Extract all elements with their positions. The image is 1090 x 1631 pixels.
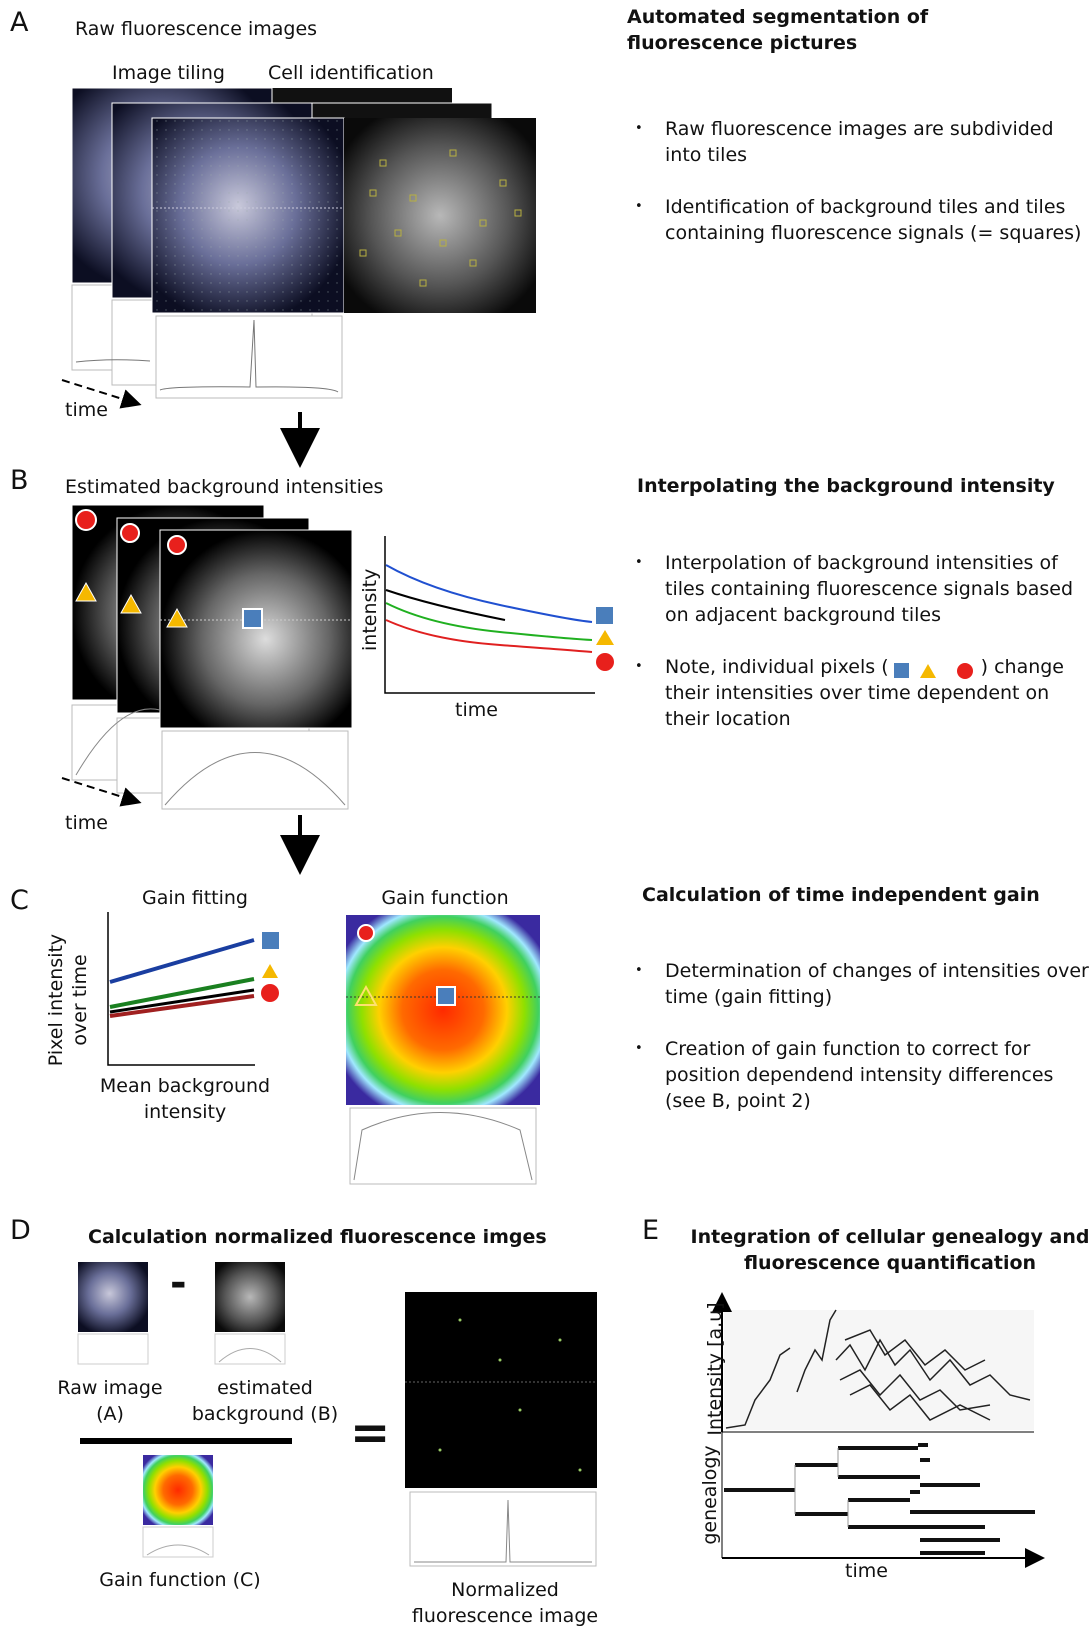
image-label: Raw image (A) bbox=[50, 1375, 170, 1427]
section-heading: Interpolating the background intensity bbox=[637, 473, 1055, 499]
section-heading: Calculation normalized fluorescence imge… bbox=[88, 1224, 547, 1250]
panel-title: Raw fluorescence images bbox=[75, 16, 317, 42]
bullet: Interpolation of background intensities … bbox=[665, 550, 1090, 628]
bullet-list: Raw fluorescence images are subdivided i… bbox=[627, 116, 1090, 272]
bullet: Determination of changes of intensities … bbox=[665, 958, 1090, 1010]
image-label: Cell identification bbox=[268, 60, 434, 86]
operator: = bbox=[350, 1420, 390, 1446]
section-heading: Calculation of time independent gain bbox=[642, 882, 1040, 908]
bullet: Creation of gain function to correct for… bbox=[665, 1036, 1090, 1114]
image-label: Image tiling bbox=[112, 60, 225, 86]
axis-label: Intensity [a.u] bbox=[704, 1294, 726, 1444]
bullet: Identification of background tiles and t… bbox=[665, 194, 1090, 246]
axis-label: time bbox=[455, 697, 498, 723]
panel-letter: A bbox=[10, 10, 28, 36]
image-label: estimated background (B) bbox=[185, 1375, 345, 1427]
axis-label: intensity bbox=[359, 571, 381, 651]
panel-c-graphics bbox=[108, 912, 540, 1184]
section-heading: Automated segmentation of fluorescence p… bbox=[627, 4, 967, 56]
panel-letter: E bbox=[642, 1218, 659, 1244]
bullet: Note, individual pixels () change their … bbox=[665, 654, 1090, 732]
image-label: Normalized fluorescence image bbox=[400, 1577, 610, 1629]
image-label: Gain function (C) bbox=[90, 1567, 270, 1593]
figure: A Raw fluorescence images Image tiling C… bbox=[0, 0, 1090, 1631]
panel-e-graphics bbox=[722, 1302, 1035, 1558]
axis-label: Pixel intensity over time bbox=[44, 920, 92, 1080]
panel-title: Estimated background intensities bbox=[65, 474, 383, 500]
panel-letter: D bbox=[10, 1218, 31, 1244]
bullet-list: Determination of changes of intensities … bbox=[627, 958, 1090, 1140]
time-label: time bbox=[65, 810, 108, 836]
axis-label: genealogy bbox=[699, 1440, 721, 1550]
plot-title: Gain function bbox=[350, 885, 540, 911]
bullet-list: Interpolation of background intensities … bbox=[627, 550, 1090, 758]
axis-label: Mean background intensity bbox=[90, 1073, 280, 1125]
panel-letter: B bbox=[10, 468, 29, 494]
time-label: time bbox=[65, 397, 108, 423]
panel-a-graphics bbox=[62, 88, 536, 448]
bullet: Raw fluorescence images are subdivided i… bbox=[665, 116, 1090, 168]
axis-label: time bbox=[845, 1558, 888, 1584]
panel-letter: C bbox=[10, 888, 29, 914]
plot-title: Gain fitting bbox=[120, 885, 270, 911]
operator: - bbox=[170, 1270, 187, 1296]
bullet-text: Note, individual pixels ( bbox=[665, 656, 889, 678]
section-heading: Integration of cellular genealogy and fl… bbox=[690, 1224, 1090, 1276]
